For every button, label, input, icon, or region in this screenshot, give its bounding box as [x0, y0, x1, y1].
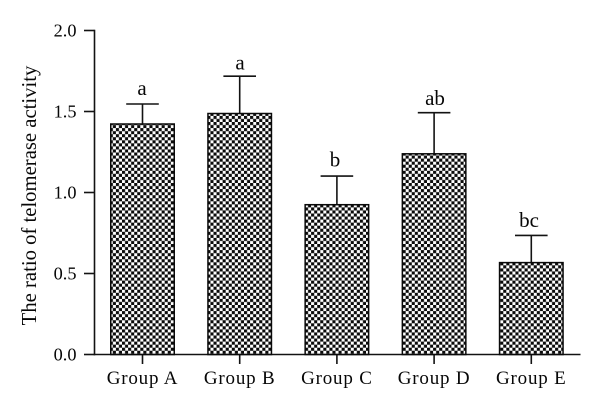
svg-text:2.0: 2.0 [54, 21, 77, 41]
svg-text:0.5: 0.5 [54, 264, 77, 284]
svg-text:Group A: Group A [107, 368, 179, 389]
svg-text:a: a [235, 51, 245, 75]
svg-text:Group D: Group D [398, 368, 471, 389]
svg-text:ab: ab [425, 86, 445, 110]
svg-text:1.5: 1.5 [54, 102, 77, 122]
svg-text:The ratio of telomerase activi: The ratio of telomerase activity [19, 65, 41, 325]
svg-text:Group C: Group C [301, 368, 373, 389]
svg-text:1.0: 1.0 [54, 183, 77, 203]
svg-text:bc: bc [519, 208, 539, 232]
svg-text:b: b [330, 148, 341, 172]
svg-text:a: a [137, 76, 147, 100]
svg-text:Group B: Group B [204, 368, 276, 389]
svg-text:0.0: 0.0 [54, 345, 77, 365]
svg-text:Group E: Group E [496, 368, 567, 389]
